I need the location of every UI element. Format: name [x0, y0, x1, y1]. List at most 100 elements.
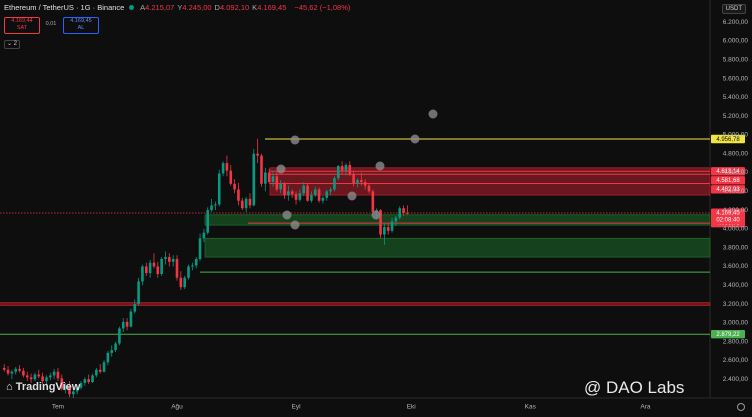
drawing-anchors	[276, 109, 438, 230]
candle-body	[68, 385, 71, 395]
x-tick-label: Tem	[52, 404, 64, 411]
candle-body	[187, 266, 190, 278]
price-tag	[711, 134, 745, 144]
candle-body	[267, 172, 271, 182]
y-tick-label: 4.600,00	[723, 169, 749, 176]
candle-body	[148, 262, 152, 274]
candle-body	[141, 266, 144, 282]
y-tick-label: 3.000,00	[723, 320, 749, 327]
candle-body	[168, 257, 171, 262]
candle-body	[179, 277, 183, 288]
y-tick-label: 5.200,00	[723, 113, 749, 120]
candle-body	[79, 382, 83, 388]
y-tick-label: 4.800,00	[723, 150, 749, 157]
candle-body	[256, 153, 259, 156]
y-tick-label: 3.400,00	[723, 282, 749, 289]
ohlc-value: 4.215,07	[145, 3, 175, 12]
countdown: 02:08:40	[716, 218, 740, 224]
buy-button[interactable]: 4.169,45 AL	[63, 17, 99, 34]
candle-body	[240, 200, 244, 209]
symbol-header: Ethereum / TetherUS · 1G · Binance A4.21…	[4, 3, 353, 12]
candle-body	[275, 176, 279, 190]
candle-body	[114, 343, 117, 351]
ohlc-key: Y	[177, 3, 183, 12]
candle-body	[25, 375, 29, 378]
y-tick-label: 5.600,00	[723, 75, 749, 82]
candle-body	[402, 208, 405, 213]
candle-body	[367, 185, 371, 192]
indicators-toggle[interactable]: ⌄ 2	[4, 40, 20, 49]
candle-body	[137, 281, 140, 305]
sell-button[interactable]: 4.169,44 SAT	[4, 17, 40, 34]
candle-body	[171, 258, 175, 262]
candle-body	[83, 379, 87, 383]
candle-body	[41, 376, 44, 382]
sell-price: 4.169,44	[11, 18, 33, 24]
candle-body	[390, 221, 394, 231]
candle-body	[133, 304, 137, 312]
candle-body	[72, 391, 75, 395]
ohlc-value: 4.169,45	[257, 3, 287, 12]
candle-body	[360, 180, 363, 182]
candle-body	[325, 191, 329, 198]
candle-body	[329, 189, 332, 192]
candle-body	[6, 369, 10, 374]
candle-body	[175, 258, 179, 278]
candle-body	[321, 197, 325, 201]
settings-icon[interactable]	[737, 403, 745, 411]
candle-body	[279, 183, 282, 190]
price-tag-label: 4.581,68	[716, 178, 740, 184]
candle-body	[386, 227, 390, 231]
y-tick-label: 4.000,00	[723, 226, 749, 233]
candle-body	[287, 191, 290, 196]
x-tick-label: Eki	[407, 404, 416, 411]
spread: 0,01	[45, 21, 57, 27]
currency-button[interactable]: USDT	[721, 4, 746, 14]
ohlc-key: A	[140, 3, 146, 12]
candle-body	[333, 178, 336, 190]
candle-body	[294, 194, 298, 200]
candle-body	[118, 328, 121, 344]
anchor-point	[290, 220, 300, 230]
candle-body	[340, 165, 344, 171]
price-tag-label: 4.482,93	[716, 187, 740, 193]
x-tick-label: Ağu	[171, 404, 183, 411]
candle-body	[106, 352, 110, 363]
candle-body	[310, 195, 313, 201]
anchor-point	[290, 135, 300, 145]
candle-body	[206, 210, 210, 233]
candle-body	[229, 170, 233, 184]
candle-body	[394, 217, 398, 222]
y-tick-label: 3.200,00	[723, 301, 749, 308]
y-tick-label: 5.000,00	[723, 132, 749, 139]
tradingview-logo: ⌂ TradingView	[6, 381, 81, 393]
candle-body	[271, 176, 275, 182]
candle-body	[110, 350, 114, 353]
candle-body	[2, 367, 6, 370]
y-tick-label: 5.800,00	[723, 57, 749, 64]
candle-body	[87, 379, 90, 383]
candle-body	[252, 153, 256, 206]
candle-body	[290, 191, 294, 195]
candle-body	[156, 266, 160, 274]
candle-body	[371, 191, 375, 212]
candle-body	[33, 374, 37, 380]
buy-label: AL	[77, 25, 85, 31]
x-tick-label: Eyl	[292, 404, 302, 411]
candle-body	[398, 208, 402, 218]
y-tick-label: 2.600,00	[723, 357, 749, 364]
y-tick-label: 2.400,00	[723, 376, 749, 383]
candle-body	[52, 371, 56, 376]
candle-body	[317, 189, 321, 201]
candle-body	[221, 163, 225, 174]
logo-text: TradingView	[15, 381, 81, 393]
watermark: @ DAO Labs	[584, 378, 685, 397]
last-price-tag	[711, 208, 745, 225]
candle-body	[10, 371, 14, 374]
candle-body	[306, 185, 309, 201]
y-tick-label: 6.200,00	[723, 19, 749, 26]
candle-body	[22, 370, 25, 376]
candle-body	[56, 371, 60, 379]
candle-body	[233, 183, 236, 190]
